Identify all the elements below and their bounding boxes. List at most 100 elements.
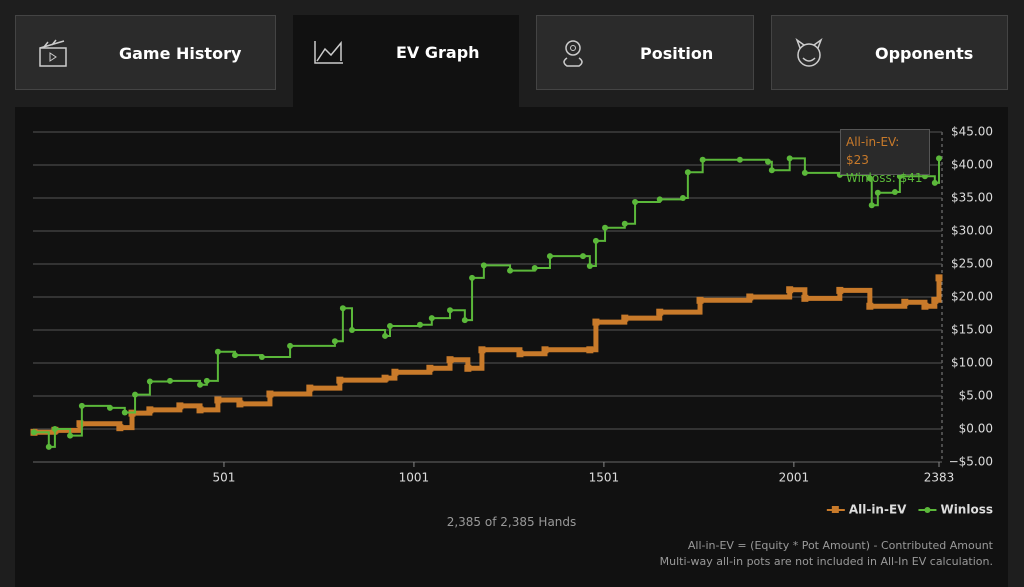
point: [331, 338, 338, 345]
point: [736, 156, 743, 163]
point: [921, 302, 929, 310]
x-tick-label: 1501: [589, 471, 620, 485]
point: [382, 332, 389, 339]
point: [478, 346, 486, 354]
y-tick-label: $25.00: [951, 257, 993, 271]
point: [580, 253, 587, 260]
point: [196, 406, 204, 414]
point: [936, 155, 942, 162]
point: [931, 296, 939, 304]
point: [78, 402, 85, 409]
point: [469, 274, 476, 281]
icon: [563, 40, 583, 67]
point: [426, 364, 434, 372]
hands-count: 2,385 of 2,385 Hands: [446, 515, 577, 529]
point: [586, 262, 593, 269]
point: [45, 443, 52, 450]
point: [167, 377, 174, 384]
point: [76, 420, 84, 428]
point: [214, 396, 222, 404]
point: [446, 356, 454, 364]
y-tick-label: $35.00: [951, 191, 993, 205]
y-tick-label: $5.00: [959, 389, 993, 403]
point: [931, 179, 938, 186]
point: [480, 262, 487, 269]
point: [679, 195, 686, 201]
tab[interactable]: Game History: [15, 15, 276, 90]
tooltip: All-in-EV: $23 Winloss: $41: [840, 129, 930, 185]
point: [447, 307, 454, 314]
point: [391, 368, 399, 376]
point: [696, 296, 704, 304]
point: [203, 377, 210, 384]
point: [287, 342, 294, 349]
point: [586, 346, 594, 354]
point: [121, 409, 128, 416]
point: [684, 169, 691, 176]
point: [106, 404, 113, 411]
panel: $45.00 $40.00 $35.00 $30.00 $25.00 $20.00 $15.…: [15, 107, 1008, 587]
icon: [39, 39, 67, 67]
point: [935, 274, 943, 282]
point: [801, 294, 809, 302]
point: [786, 286, 794, 294]
y-tick-label: $40.00: [951, 158, 993, 172]
point: [31, 429, 37, 436]
point: [339, 305, 346, 312]
x-tick-label: 2383: [924, 471, 955, 485]
note: All-in-EV = (Equity * Pot Amount) - Cont…: [687, 539, 993, 552]
point: [516, 350, 524, 358]
point: [132, 391, 139, 398]
point: [146, 378, 153, 385]
point: [197, 381, 204, 388]
point: [231, 352, 238, 359]
tab[interactable]: Opponents: [771, 15, 1008, 90]
y-tick-label: $45.00: [951, 125, 993, 139]
tooltip-line: All-in-EV: $23: [846, 135, 900, 167]
chart: $45.00 $40.00 $35.00 $30.00 $25.00 $20.00 $15.…: [30, 125, 993, 517]
x-tick-label: 2001: [779, 471, 810, 485]
point: [461, 317, 468, 324]
tab-label: EV Graph: [396, 43, 480, 62]
note: Multi-way all-in pots are not included i…: [659, 555, 993, 568]
x-tick-label: 1001: [399, 471, 430, 485]
y-tick-label: $15.00: [951, 323, 993, 337]
point: [546, 253, 553, 260]
point: [621, 314, 629, 322]
point: [541, 346, 549, 354]
point: [507, 267, 514, 274]
point: [51, 426, 58, 432]
point: [801, 169, 808, 176]
x-tick-label: 501: [213, 471, 236, 485]
point: [176, 402, 184, 410]
series-line: [34, 157, 940, 448]
point: [621, 220, 628, 227]
y-tick-label: $20.00: [951, 290, 993, 304]
point: [656, 196, 663, 203]
point: [699, 156, 706, 163]
point: [349, 327, 356, 333]
point: [67, 432, 74, 439]
y-tick-label: $30.00: [951, 224, 993, 238]
point: [381, 374, 389, 382]
point: [868, 202, 875, 209]
icon: [795, 38, 823, 67]
point: [765, 158, 772, 165]
y-tick-label: −$5.00: [949, 455, 993, 469]
notes: All-in-EV = (Equity * Pot Amount) - Cont…: [660, 538, 993, 570]
point: [417, 321, 424, 328]
point: [336, 376, 344, 384]
y-tick-label: $10.00: [951, 356, 993, 370]
point: [531, 264, 538, 271]
point: [386, 323, 393, 330]
tab[interactable]: Position: [536, 15, 754, 90]
point: [602, 224, 609, 231]
legend-label: Winloss: [940, 503, 993, 517]
tab[interactable]: EV Graph: [293, 15, 519, 107]
point: [464, 364, 472, 372]
tab-label: Position: [640, 44, 714, 63]
point: [258, 354, 265, 361]
point: [836, 286, 844, 294]
point: [786, 155, 793, 162]
point: [146, 406, 154, 414]
